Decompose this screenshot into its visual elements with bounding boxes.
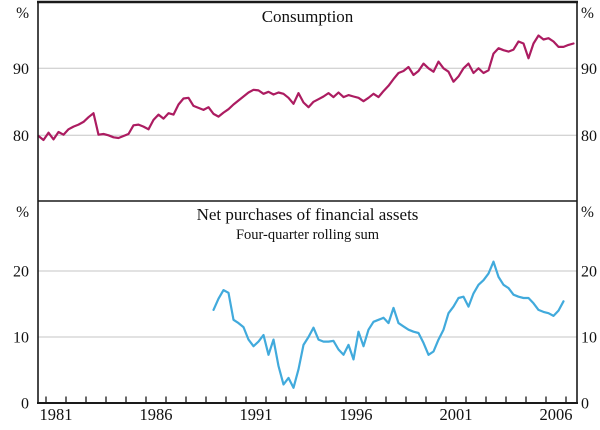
x-tick-label-2006: 2006 <box>540 405 573 424</box>
unit-label-left-top: % <box>16 5 29 22</box>
bottom-panel-title: Net purchases of financial assets <box>196 205 419 224</box>
y-tick-label-left-top-90: 90 <box>13 61 29 78</box>
y-tick-label-left-bottom-0: 0 <box>21 396 29 413</box>
unit-label-left-bottom: % <box>16 204 29 221</box>
y-tick-label-left-bottom-10: 10 <box>13 329 29 346</box>
x-tick-label-2001: 2001 <box>440 405 473 424</box>
y-tick-label-left-bottom-20: 20 <box>13 263 29 280</box>
y-tick-label-left-top-80: 80 <box>13 128 29 145</box>
unit-label-right-bottom: % <box>581 204 594 221</box>
bottom-panel-subtitle: Four-quarter rolling sum <box>235 227 380 243</box>
y-tick-label-right-bottom-0: 0 <box>581 396 589 413</box>
y-tick-label-right-top-80: 80 <box>581 128 597 145</box>
y-tick-label-right-top-90: 90 <box>581 61 597 78</box>
series-line-top <box>37 34 575 142</box>
series-line-bottom <box>212 260 565 389</box>
y-tick-label-right-bottom-10: 10 <box>581 329 597 346</box>
x-tick-label-1991: 1991 <box>240 405 273 424</box>
x-tick-label-1981: 1981 <box>40 405 73 424</box>
x-tick-label-1996: 1996 <box>340 405 373 424</box>
y-tick-label-right-bottom-20: 20 <box>581 263 597 280</box>
top-panel-title: Consumption <box>261 7 354 26</box>
x-tick-label-1986: 1986 <box>140 405 173 424</box>
unit-label-right-top: % <box>581 5 594 22</box>
